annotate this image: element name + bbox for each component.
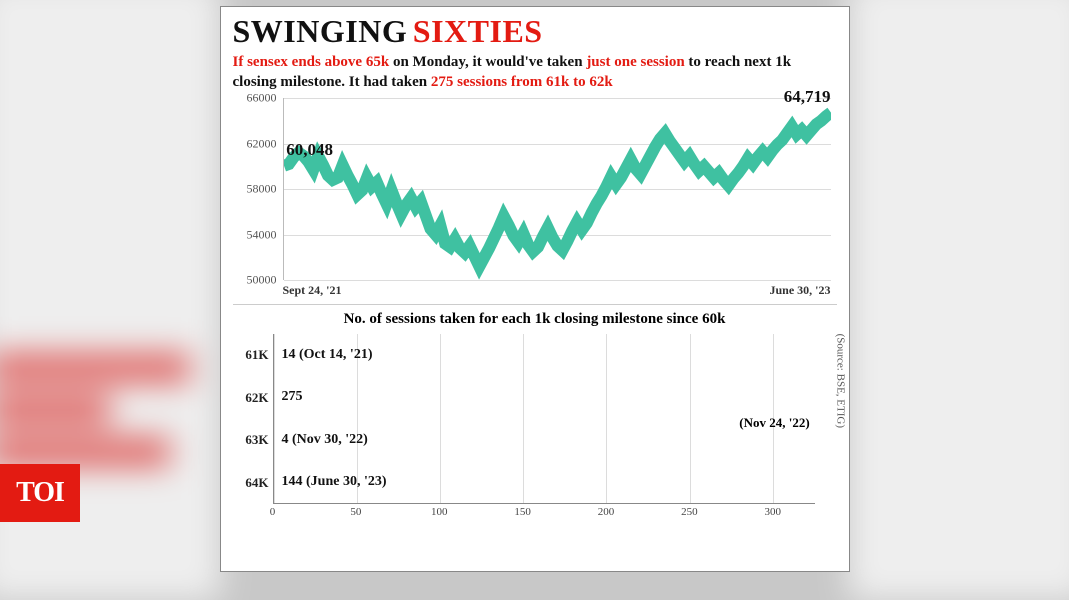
bar-xtick bbox=[606, 334, 607, 503]
bar-category-label: 63K bbox=[233, 432, 269, 448]
bar-xtick-label: 200 bbox=[598, 506, 615, 518]
line-ytick-label: 50000 bbox=[247, 273, 277, 288]
bar-row: 144 (June 30, '23) bbox=[274, 470, 387, 494]
line-ytick-label: 54000 bbox=[247, 227, 277, 242]
line-chart: 5000054000580006200066000 60,048 64,719 … bbox=[233, 98, 837, 298]
bar-row: 14 (Oct 14, '21) bbox=[274, 343, 373, 367]
bar-row: 4 (Nov 30, '22) bbox=[274, 428, 368, 452]
bar-xtick-label: 300 bbox=[765, 506, 782, 518]
bar-row: 275 bbox=[274, 386, 303, 410]
bar-xtick bbox=[690, 334, 691, 503]
bar-value-label: 144 (June 30, '23) bbox=[282, 474, 387, 490]
bar-value-label: 4 (Nov 30, '22) bbox=[282, 432, 368, 448]
bar-sub-label: (Nov 24, '22) bbox=[739, 415, 809, 431]
bar-xtick-label: 150 bbox=[514, 506, 531, 518]
line-chart-yaxis: 5000054000580006200066000 bbox=[233, 98, 279, 280]
bar-xtick-label: 250 bbox=[681, 506, 698, 518]
line-ytick-label: 66000 bbox=[247, 91, 277, 106]
subtitle-seg5: 275 sessions from 61k to 62k bbox=[431, 74, 613, 90]
headline-part2: SIXTIES bbox=[413, 13, 543, 50]
bar-category-label: 61K bbox=[233, 347, 269, 363]
toi-logo-badge: TOI bbox=[0, 464, 80, 522]
bar-xtick bbox=[440, 334, 441, 503]
bar-category-label: 64K bbox=[233, 475, 269, 491]
bar-xtick-label: 50 bbox=[350, 506, 361, 518]
bar-chart-yaxis: 61K 62K 63K 64K bbox=[233, 334, 269, 504]
bar-xtick-label: 100 bbox=[431, 506, 448, 518]
line-start-callout: 60,048 bbox=[286, 140, 333, 160]
subtitle-seg1: If sensex ends above 65k bbox=[233, 54, 390, 70]
bar-value-label: 275 bbox=[282, 389, 303, 405]
bar-xtick bbox=[523, 334, 524, 503]
bar-category-label: 62K bbox=[233, 390, 269, 406]
bar-value-label: 14 (Oct 14, '21) bbox=[282, 347, 373, 363]
bar-chart-section: No. of sessions taken for each 1k closin… bbox=[233, 304, 837, 522]
bar-chart: 61K 62K 63K 64K 14 (Oct 14, '21) 275 (Nov 24,… bbox=[233, 334, 837, 522]
sensex-line bbox=[284, 113, 831, 267]
headline: SWINGING SIXTIES bbox=[233, 13, 837, 50]
headline-part1: SWINGING bbox=[233, 13, 408, 50]
subtitle-seg2: on Monday, it would've taken bbox=[389, 54, 586, 70]
bar-chart-title: No. of sessions taken for each 1k closin… bbox=[233, 311, 837, 328]
bar-xtick-label: 0 bbox=[270, 506, 276, 518]
line-end-callout: 64,719 bbox=[784, 87, 831, 107]
bar-chart-plot: 14 (Oct 14, '21) 275 (Nov 24, '22) 4 (Nov 3… bbox=[273, 334, 815, 504]
line-chart-svg bbox=[284, 98, 831, 280]
subtitle: If sensex ends above 65k on Monday, it w… bbox=[233, 52, 837, 92]
source-credit: (Source: BSE, ETIG) bbox=[835, 334, 847, 428]
line-x-start-label: Sept 24, '21 bbox=[283, 283, 342, 298]
line-chart-plot: 60,048 64,719 bbox=[283, 98, 831, 280]
infographic-card: SWINGING SIXTIES If sensex ends above 65… bbox=[220, 6, 850, 572]
line-x-end-label: June 30, '23 bbox=[769, 283, 830, 298]
bar-chart-xaxis: 0 50 100 150 200 250 300 bbox=[273, 506, 815, 522]
line-ytick-label: 62000 bbox=[247, 136, 277, 151]
line-ytick-label: 58000 bbox=[247, 182, 277, 197]
subtitle-seg3: just one session bbox=[586, 54, 684, 70]
line-gridline bbox=[284, 280, 831, 281]
